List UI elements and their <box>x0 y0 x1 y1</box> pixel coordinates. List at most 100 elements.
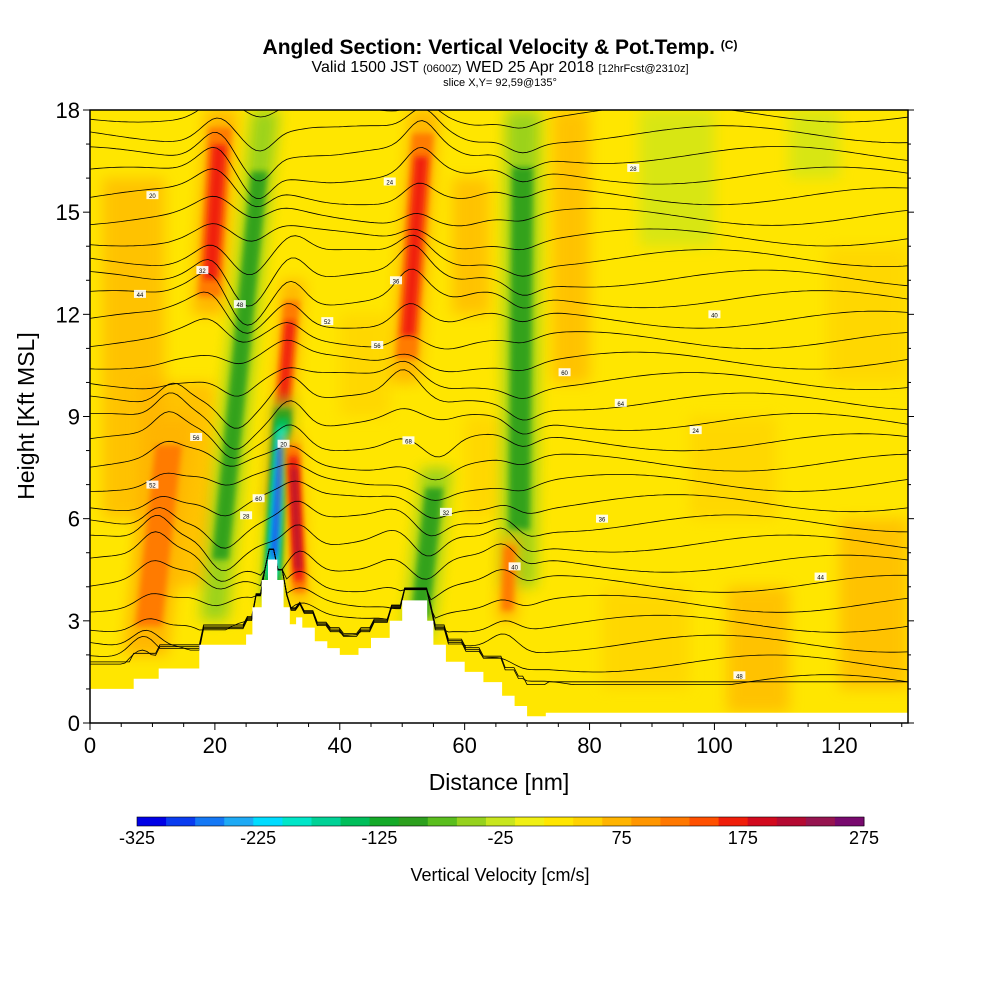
velocity-band <box>401 156 428 336</box>
isentrope-label: 44 <box>814 572 827 582</box>
isentrope-label: 48 <box>733 671 746 680</box>
terrain <box>90 559 908 723</box>
valid-date: WED 25 Apr 2018 <box>465 59 595 76</box>
title-suffix: (C) <box>720 38 738 52</box>
x-tick-label: 60 <box>452 733 476 758</box>
svg-text:28: 28 <box>630 167 637 173</box>
svg-text:44: 44 <box>137 293 144 299</box>
velocity-band <box>501 545 516 611</box>
isentrope-label: 24 <box>689 426 702 435</box>
isentrope-label: 36 <box>596 514 609 524</box>
x-tick-label: 40 <box>328 733 352 758</box>
svg-text:24: 24 <box>386 181 393 187</box>
colorbar-tick-label: 175 <box>728 828 758 848</box>
colorbar-tick-label: -225 <box>240 828 276 848</box>
velocity-updraft <box>123 416 194 655</box>
y-tick-label: 0 <box>68 711 80 736</box>
isentrope-line <box>90 392 908 450</box>
svg-text:32: 32 <box>443 511 450 517</box>
colorbar-swatch <box>340 817 371 826</box>
svg-text:44: 44 <box>817 576 824 582</box>
svg-text:48: 48 <box>736 674 743 680</box>
isentrope-line <box>90 360 908 399</box>
velocity-patch <box>602 586 690 689</box>
isentrope-line <box>90 440 908 481</box>
isentrope-line <box>90 110 908 129</box>
velocity-downdraft <box>402 467 452 638</box>
colorbar-swatch <box>485 817 516 826</box>
colorbar-swatch <box>689 817 720 826</box>
colorbar-swatch <box>224 817 254 826</box>
y-tick-label: 9 <box>68 405 80 430</box>
svg-text:56: 56 <box>374 344 381 350</box>
colorbar-swatch <box>631 817 661 826</box>
svg-text:60: 60 <box>255 497 262 503</box>
colorbar-tick-label: 75 <box>612 828 632 848</box>
svg-text:64: 64 <box>617 402 624 408</box>
y-tick-label: 6 <box>68 507 80 532</box>
colorbar-swatch <box>369 817 400 826</box>
isentrope-label: 56 <box>371 340 384 350</box>
isentrope-line <box>90 318 908 350</box>
isentrope-label: 52 <box>146 480 159 490</box>
velocity-patch <box>552 110 590 383</box>
x-axis: 0 20 40 60 80 100 120 <box>84 723 903 758</box>
velocity-updraft <box>192 110 238 315</box>
colorbar-swatch <box>253 817 283 826</box>
velocity-patch <box>339 314 390 417</box>
isentrope-line <box>90 110 908 154</box>
isentrope-line <box>90 548 908 633</box>
isentrope-line <box>90 339 908 373</box>
isentrope-label: 28 <box>627 163 640 173</box>
colorbar-swatch <box>834 817 865 826</box>
isentrope-line <box>90 168 908 208</box>
colorbar-tick-label: -125 <box>361 828 397 848</box>
colorbar-swatch <box>747 817 778 826</box>
svg-text:20: 20 <box>149 194 156 200</box>
x-tick-label: 120 <box>821 733 858 758</box>
isentrope-line <box>90 548 908 619</box>
x-tick-label: 20 <box>203 733 227 758</box>
isentrope-line <box>90 73 907 102</box>
velocity-patch <box>689 416 777 519</box>
velocity-patch <box>726 586 790 713</box>
y-tick-label: 3 <box>68 609 80 634</box>
x-tick-label: 100 <box>696 733 733 758</box>
velocity-band <box>212 171 268 560</box>
colorbar-label: Vertical Velocity [cm/s] <box>410 865 589 885</box>
isentrope-line <box>90 548 908 673</box>
colorbar-swatch <box>195 817 225 826</box>
isentrope-line <box>90 14 907 39</box>
velocity-shading <box>102 110 908 713</box>
colorbar-swatch <box>573 817 603 826</box>
chart-title-text: Angled Section: Vertical Velocity & Pot.… <box>262 36 715 59</box>
y-tick-label: 15 <box>56 200 80 225</box>
velocity-patch <box>826 246 908 383</box>
isentrope-line <box>90 146 908 199</box>
isentrope-label: 20 <box>277 439 290 449</box>
colorbar-swatch <box>544 817 574 826</box>
velocity-band <box>508 167 534 530</box>
isentrope-label: 36 <box>389 276 402 285</box>
isentrope-line <box>90 369 908 429</box>
isentrope-label: 32 <box>196 266 209 275</box>
x-tick-label: 0 <box>84 733 96 758</box>
svg-text:60: 60 <box>561 371 568 377</box>
isentrope-label: 64 <box>614 398 627 408</box>
isentrope-line <box>90 291 908 334</box>
velocity-updraft <box>496 535 520 621</box>
isentrope-label: 52 <box>321 317 334 326</box>
svg-text:40: 40 <box>511 565 518 571</box>
velocity-band <box>411 488 444 618</box>
velocity-patch <box>639 110 715 247</box>
svg-text:28: 28 <box>243 514 250 520</box>
chart-title: Angled Section: Vertical Velocity & Pot.… <box>0 36 1000 60</box>
isentrope-line <box>90 244 908 307</box>
isentrope-label: 68 <box>402 436 415 445</box>
colorbar-swatch <box>427 817 458 826</box>
valid-utc: (0600Z) <box>422 63 462 75</box>
colorbar-swatch <box>311 817 342 826</box>
svg-text:68: 68 <box>405 439 412 445</box>
isentrope-label: 48 <box>233 300 246 309</box>
forecast-info: [12hrFcst@2310z] <box>598 63 689 75</box>
